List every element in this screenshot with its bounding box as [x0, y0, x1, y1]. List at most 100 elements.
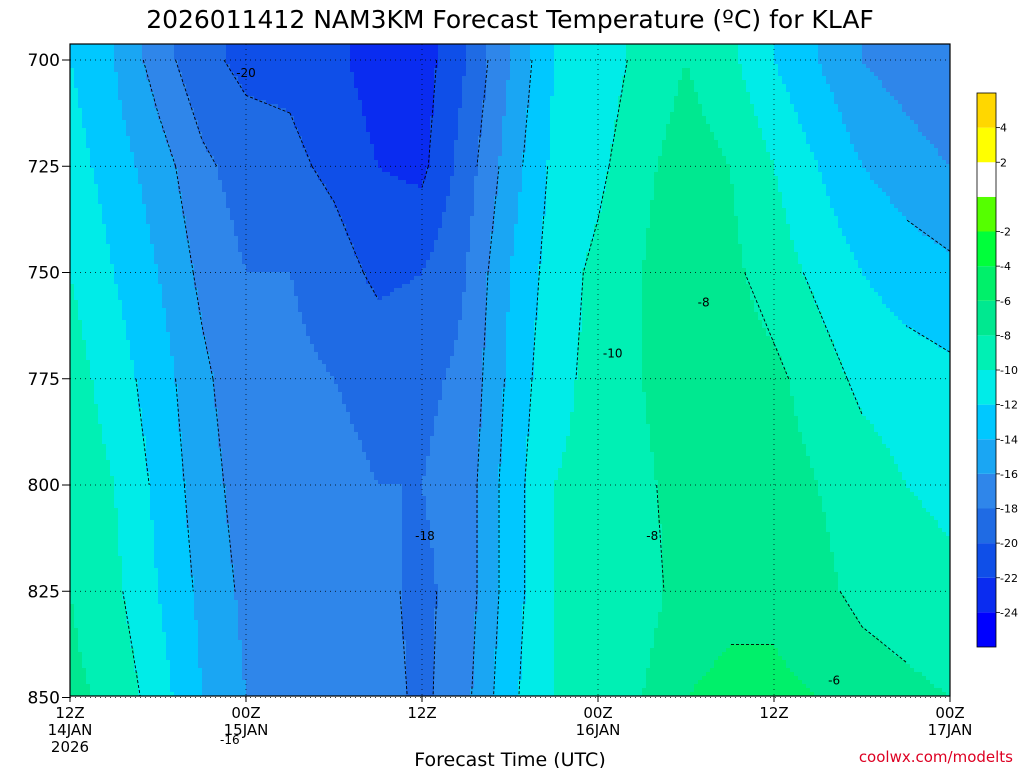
- temperature-cell: [766, 68, 771, 73]
- temperature-cell: [758, 120, 763, 125]
- temperature-cell: [794, 124, 799, 129]
- temperature-cell: [394, 52, 399, 57]
- temperature-cell: [742, 112, 747, 117]
- temperature-cell: [602, 112, 607, 117]
- temperature-cell: [466, 132, 471, 137]
- temperature-cell: [210, 108, 215, 113]
- temperature-cell: [430, 80, 435, 85]
- temperature-cell: [666, 116, 671, 121]
- temperature-cell: [126, 128, 131, 133]
- temperature-cell: [870, 108, 875, 113]
- temperature-cell: [82, 92, 87, 97]
- temperature-cell: [82, 124, 87, 129]
- temperature-cell: [266, 116, 271, 121]
- temperature-cell: [870, 80, 875, 85]
- temperature-cell: [558, 116, 563, 121]
- temperature-cell: [474, 72, 479, 77]
- temperature-cell: [110, 88, 115, 93]
- temperature-cell: [210, 112, 215, 117]
- temperature-cell: [254, 100, 259, 105]
- temperature-cell: [522, 132, 527, 137]
- temperature-cell: [570, 96, 575, 101]
- temperature-cell: [246, 56, 251, 61]
- temperature-cell: [550, 116, 555, 121]
- temperature-cell: [502, 88, 507, 93]
- temperature-cell: [554, 72, 559, 77]
- temperature-cell: [482, 76, 487, 81]
- temperature-cell: [522, 104, 527, 109]
- temperature-cell: [526, 88, 531, 93]
- temperature-cell: [742, 120, 747, 125]
- temperature-cell: [86, 64, 91, 69]
- temperature-cell: [614, 76, 619, 81]
- temperature-cell: [530, 80, 535, 85]
- temperature-cell: [78, 56, 83, 61]
- temperature-cell: [622, 108, 627, 113]
- temperature-cell: [822, 52, 827, 57]
- temperature-cell: [322, 128, 327, 133]
- temperature-cell: [210, 68, 215, 73]
- temperature-cell: [378, 108, 383, 113]
- temperature-cell: [734, 96, 739, 101]
- temperature-cell: [766, 52, 771, 57]
- temperature-cell: [466, 72, 471, 77]
- temperature-cell: [690, 56, 695, 61]
- temperature-cell: [886, 96, 891, 101]
- temperature-cell: [598, 68, 603, 73]
- temperature-cell: [746, 100, 751, 105]
- temperature-cell: [470, 52, 475, 57]
- temperature-cell: [710, 96, 715, 101]
- temperature-cell: [550, 132, 555, 137]
- temperature-cell: [694, 88, 699, 93]
- temperature-cell: [206, 120, 211, 125]
- temperature-cell: [342, 60, 347, 65]
- temperature-cell: [134, 124, 139, 129]
- temperature-cell: [134, 128, 139, 133]
- temperature-cell: [514, 56, 519, 61]
- temperature-cell: [506, 128, 511, 133]
- temperature-cell: [190, 104, 195, 109]
- temperature-cell: [906, 128, 911, 133]
- temperature-cell: [342, 116, 347, 121]
- temperature-cell: [158, 116, 163, 121]
- temperature-cell: [494, 48, 499, 53]
- temperature-cell: [778, 76, 783, 81]
- temperature-cell: [754, 72, 759, 77]
- temperature-cell: [670, 44, 675, 49]
- temperature-cell: [174, 44, 179, 49]
- temperature-cell: [310, 132, 315, 137]
- temperature-cell: [798, 84, 803, 89]
- temperature-cell: [414, 64, 419, 69]
- temperature-cell: [498, 112, 503, 117]
- temperature-cell: [186, 52, 191, 57]
- temperature-cell: [530, 120, 535, 125]
- temperature-cell: [498, 120, 503, 125]
- temperature-cell: [594, 68, 599, 73]
- temperature-cell: [850, 60, 855, 65]
- temperature-cell: [862, 52, 867, 57]
- temperature-cell: [322, 80, 327, 85]
- temperature-cell: [266, 104, 271, 109]
- temperature-cell: [802, 56, 807, 61]
- temperature-cell: [574, 68, 579, 73]
- temperature-cell: [402, 60, 407, 65]
- temperature-cell: [842, 104, 847, 109]
- temperature-cell: [718, 80, 723, 85]
- temperature-cell: [598, 120, 603, 125]
- temperature-cell: [286, 88, 291, 93]
- temperature-cell: [738, 100, 743, 105]
- temperature-cell: [786, 48, 791, 53]
- temperature-cell: [78, 80, 83, 85]
- temperature-cell: [210, 124, 215, 129]
- temperature-cell: [914, 76, 919, 81]
- temperature-cell: [214, 116, 219, 121]
- temperature-cell: [158, 88, 163, 93]
- chart-title: 2026011412 NAM3KM Forecast Temperature (…: [146, 5, 874, 34]
- temperature-cell: [822, 72, 827, 77]
- temperature-cell: [654, 64, 659, 69]
- temperature-cell: [542, 72, 547, 77]
- temperature-cell: [790, 56, 795, 61]
- temperature-cell: [774, 88, 779, 93]
- temperature-cell: [426, 44, 431, 49]
- temperature-cell: [698, 76, 703, 81]
